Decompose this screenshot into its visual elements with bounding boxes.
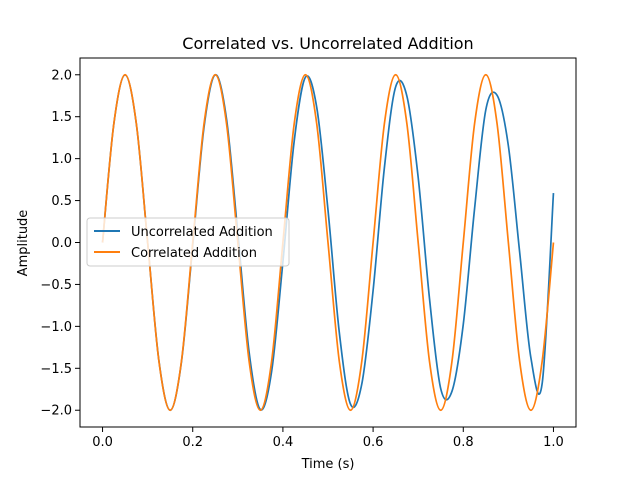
chart-title: Correlated vs. Uncorrelated Addition — [182, 34, 473, 53]
legend-box — [86, 217, 290, 267]
y-tick-label: −1.0 — [40, 320, 72, 335]
series-layer — [101, 73, 555, 412]
x-tick-label: 0.0 — [92, 435, 113, 450]
y-tick-label: −0.5 — [40, 278, 72, 293]
y-tick-label: 2.0 — [51, 68, 72, 83]
y-tick-label: 0.5 — [51, 194, 72, 209]
y-tick-label: 0.0 — [51, 236, 72, 251]
x-tick-label: 0.6 — [363, 435, 384, 450]
y-axis-label: Amplitude — [16, 210, 31, 277]
x-tick-label: 0.2 — [182, 435, 203, 450]
y-axis: −2.0 −1.5 −1.0 −0.5 0.0 0.5 1.0 1.5 2.0 — [40, 68, 80, 419]
x-axis-label: Time (s) — [301, 457, 355, 472]
x-tick-label: 1.0 — [543, 435, 564, 450]
y-tick-label: −1.5 — [40, 362, 72, 377]
x-tick-label: 0.8 — [453, 435, 474, 450]
x-axis: 0.0 0.2 0.4 0.6 0.8 1.0 — [92, 427, 564, 450]
legend-label-correlated: Correlated Addition — [131, 246, 257, 261]
x-tick-label: 0.4 — [273, 435, 294, 450]
legend: Uncorrelated Addition Correlated Additio… — [86, 217, 290, 267]
y-tick-label: 1.5 — [51, 110, 72, 125]
correlated-series-line — [101, 73, 555, 412]
y-tick-label: 1.0 — [51, 152, 72, 167]
y-tick-label: −2.0 — [40, 404, 72, 419]
legend-label-uncorrelated: Uncorrelated Addition — [131, 225, 273, 240]
